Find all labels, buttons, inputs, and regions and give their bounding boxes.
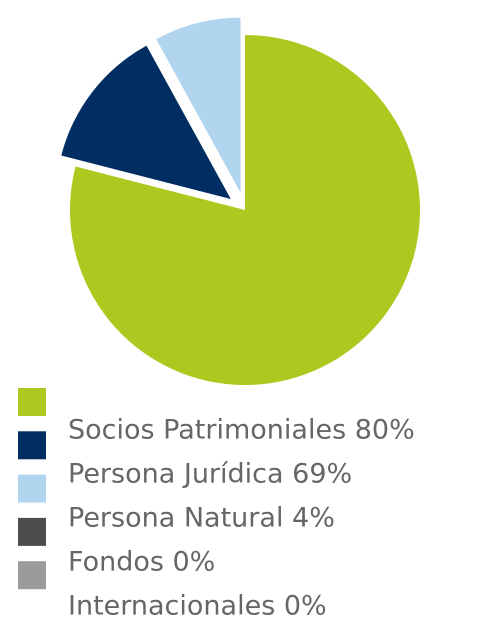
- pie-slice: [70, 35, 421, 385]
- pie-slice: [156, 17, 241, 193]
- pie-slice: [61, 45, 231, 199]
- legend-swatch: [18, 517, 46, 546]
- legend-swatch: [18, 474, 46, 503]
- legend-swatch: [18, 431, 46, 460]
- legend-swatch: [18, 388, 46, 416]
- legend-label: Internacionales 0%: [68, 591, 327, 622]
- legend-label: Socios Patrimoniales 80%: [68, 415, 415, 446]
- legend-label: Persona Natural 4%: [68, 503, 335, 534]
- legend-label: Persona Jurídica 69%: [68, 459, 352, 490]
- legend-label: Fondos 0%: [68, 547, 215, 578]
- legend-swatch: [18, 561, 46, 590]
